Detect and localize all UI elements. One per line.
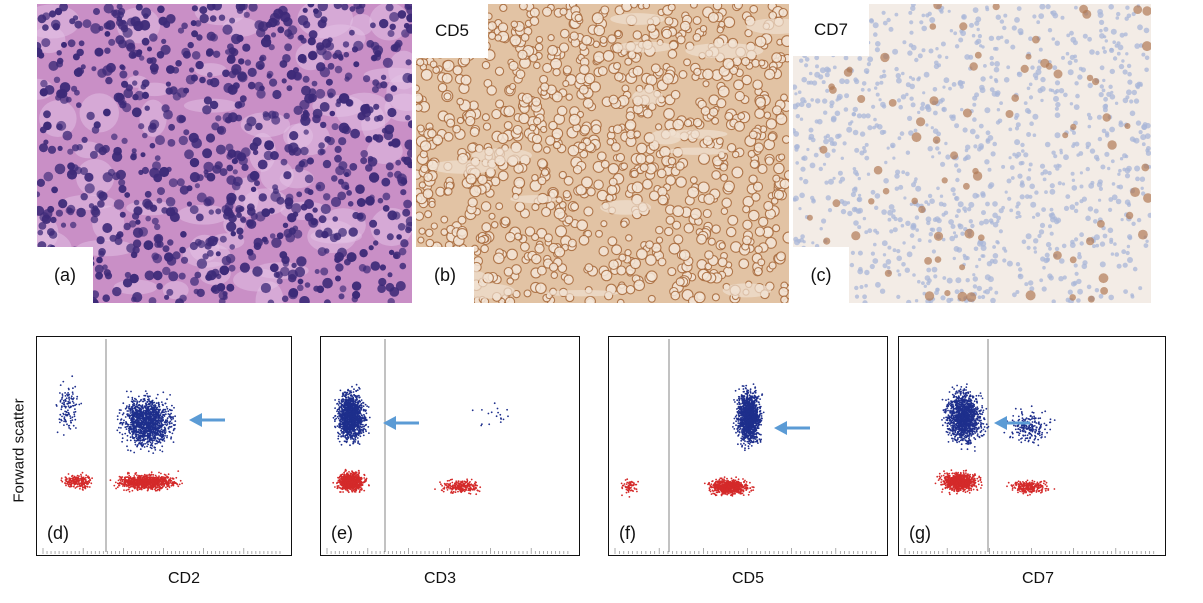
panel-label-d: (d)	[47, 523, 69, 543]
arrowhead	[189, 413, 202, 427]
flow-plot-cd3: (e)	[320, 336, 580, 556]
x-axis-label-cd3: CD3	[423, 570, 456, 587]
arrowhead	[994, 416, 1007, 430]
flow-scatter-cd3	[326, 339, 569, 554]
panel-label-c: (c)	[793, 247, 849, 303]
flow-plot-cd2: (d)	[36, 336, 292, 556]
cd7-stain-image	[793, 4, 1151, 303]
x-axis-label-cd7: CD7	[1021, 570, 1054, 587]
x-axis-label-cd5: CD5	[731, 570, 764, 587]
y-axis-label: Forward scatter	[10, 398, 28, 503]
panel-label-b: (b)	[416, 247, 474, 303]
flow-scatter-cd2	[42, 339, 281, 554]
micrograph-cd5: CD5 (b)	[416, 4, 789, 303]
panel-label-a: (a)	[37, 247, 93, 303]
flow-scatter-cd7	[904, 339, 1155, 554]
micrograph-cd7: CD7 (c)	[793, 4, 1151, 303]
he-stain-image	[37, 4, 412, 303]
stain-label-cd5: CD5	[416, 4, 488, 58]
panel-label-g: (g)	[909, 523, 931, 543]
flow-plot-cd5: (f)	[608, 336, 888, 556]
flow-plot-cd7: (g)	[898, 336, 1166, 556]
stain-label-cd7: CD7	[793, 4, 869, 56]
x-axis-label-cd2: CD2	[167, 570, 200, 587]
arrowhead	[383, 416, 396, 430]
arrowhead	[774, 421, 787, 435]
panel-label-e: (e)	[331, 523, 353, 543]
panel-label-f: (f)	[619, 523, 636, 543]
flow-scatter-cd5	[614, 339, 876, 554]
micrograph-he: (a)	[37, 4, 412, 303]
